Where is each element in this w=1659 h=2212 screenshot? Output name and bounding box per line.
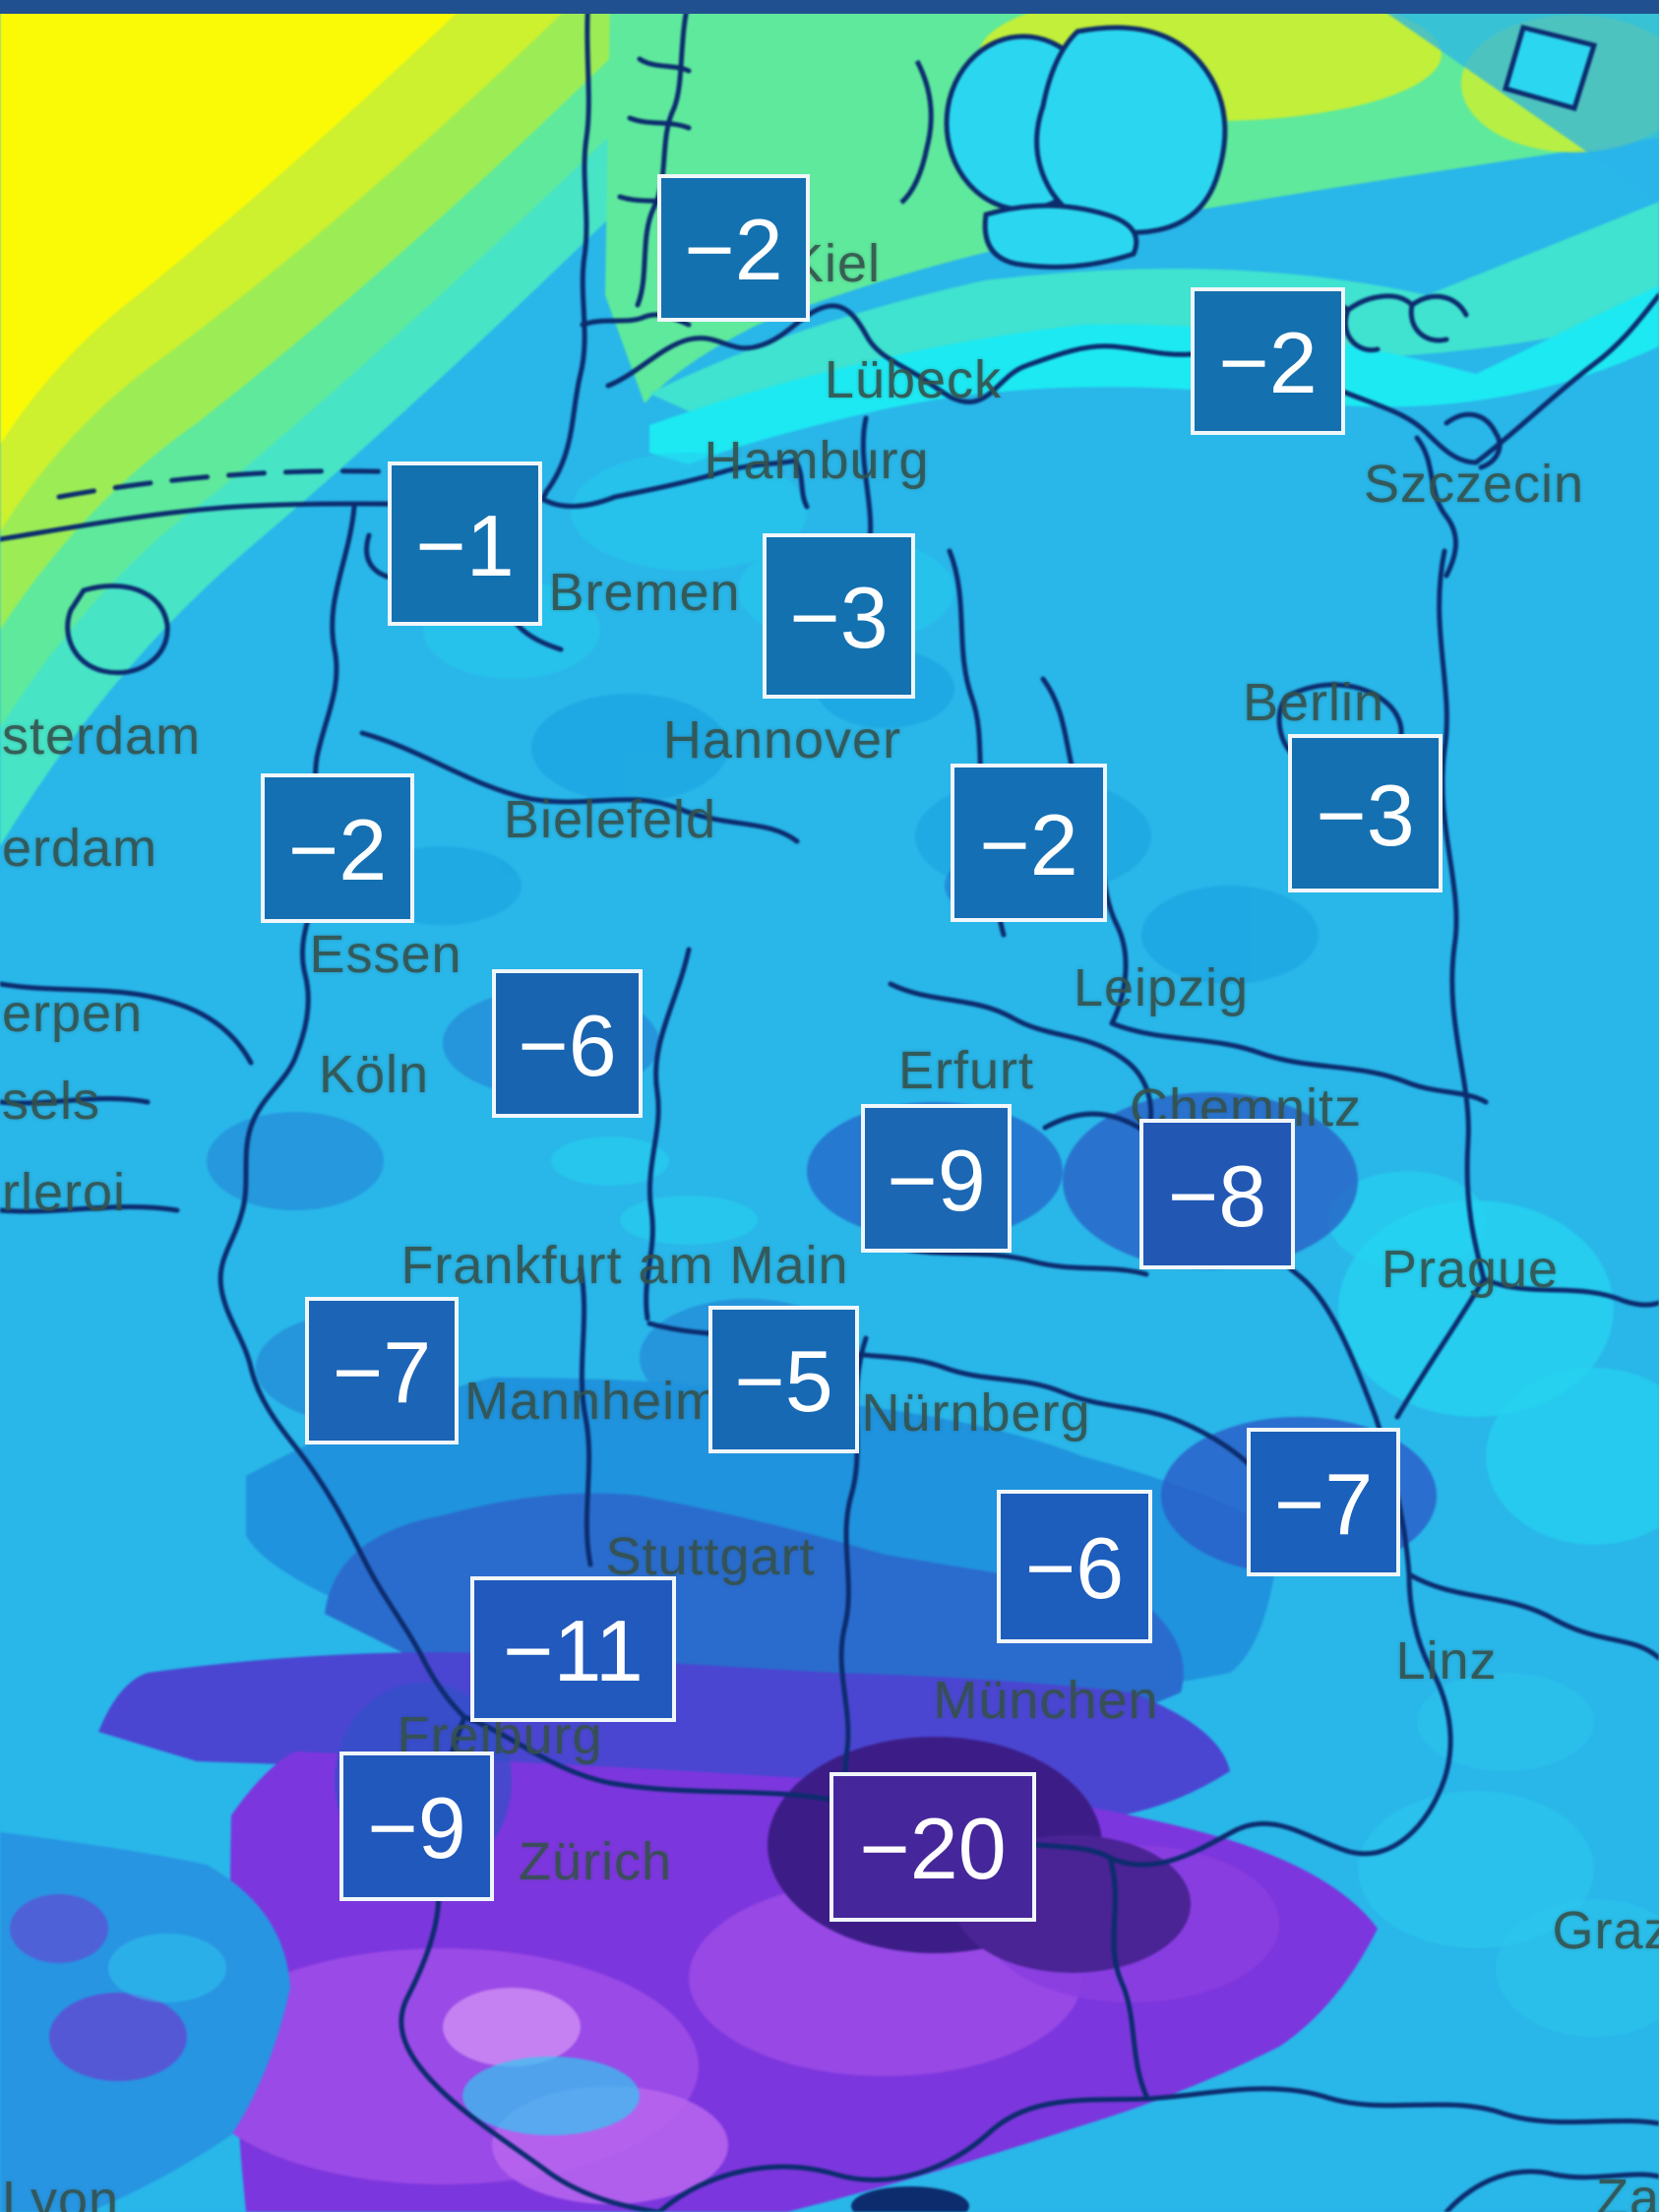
temp-reading-muenchen[interactable]: −6 (997, 1490, 1152, 1643)
city-label-lyon-partial: Lyon (2, 2171, 120, 2212)
city-label-zuerich: Zürich (518, 1832, 673, 1891)
city-label-mannheim: Mannheim (463, 1372, 721, 1431)
city-label-hannover: Hannover (662, 710, 902, 769)
city-label-amsterdam-partial: sterdam (2, 707, 202, 766)
temp-value: −6 (518, 996, 617, 1094)
city-label-prague: Prague (1381, 1240, 1560, 1299)
temp-reading-east-bavaria[interactable]: −7 (1247, 1428, 1400, 1576)
temp-reading-stuttgart[interactable]: −11 (470, 1576, 676, 1722)
city-label-essen: Essen (309, 925, 462, 984)
temp-value: −9 (367, 1779, 466, 1876)
city-label-leipzig: Leipzig (1073, 958, 1250, 1017)
city-label-koeln: Köln (318, 1045, 430, 1104)
temp-reading-rhine-west[interactable]: −7 (305, 1297, 459, 1444)
temp-reading-center-south[interactable]: −5 (708, 1306, 859, 1453)
temp-value: −2 (979, 795, 1078, 893)
temp-value: −8 (1167, 1146, 1267, 1245)
city-label-graz: Graz (1552, 1901, 1659, 1960)
temp-value: −2 (1218, 314, 1318, 411)
city-label-brussels-partial: sels (2, 1072, 101, 1131)
temp-reading-koeln[interactable]: −6 (492, 969, 643, 1118)
city-label-linz: Linz (1395, 1631, 1498, 1690)
lake-south (851, 2186, 969, 2212)
temp-value: −1 (415, 496, 515, 594)
temp-reading-hamburg[interactable]: −3 (763, 533, 915, 699)
temp-reading-baltic-northeast[interactable]: −2 (1191, 287, 1345, 435)
city-label-nuernberg: Nürnberg (861, 1383, 1091, 1443)
city-label-bielefeld: Bielefeld (503, 790, 717, 849)
temp-value: −2 (684, 201, 783, 298)
city-label-charleroi-partial: rleroi (2, 1163, 127, 1222)
city-label-szczecin: Szczecin (1363, 455, 1585, 514)
city-label-zagreb-partial: Za (1596, 2169, 1659, 2212)
city-label-luebeck: Lübeck (824, 350, 1003, 409)
temp-reading-erfurt[interactable]: −9 (861, 1104, 1012, 1253)
temp-reading-chemnitz[interactable]: −8 (1139, 1119, 1295, 1269)
city-label-erfurt: Erfurt (897, 1041, 1035, 1100)
temp-reading-kiel[interactable]: −2 (657, 174, 810, 322)
temp-value: −11 (503, 1602, 644, 1699)
city-label-hamburg: Hamburg (704, 431, 930, 490)
temp-reading-essen[interactable]: −2 (261, 773, 414, 923)
temp-value: −6 (1024, 1519, 1125, 1617)
city-label-berlin: Berlin (1242, 673, 1385, 732)
city-label-frankfurt-am-main: Frankfurt am Main (400, 1236, 849, 1295)
city-label-bremen: Bremen (548, 563, 741, 622)
temp-value: −5 (734, 1332, 833, 1430)
city-label-muenchen: München (933, 1671, 1159, 1730)
city-label-antwerpen-partial: erpen (2, 984, 144, 1043)
temp-value: −3 (789, 569, 889, 666)
temp-reading-berlin[interactable]: −3 (1288, 734, 1443, 892)
temp-value: −2 (287, 801, 388, 898)
top-bar (0, 0, 1659, 14)
temp-value: −7 (1273, 1454, 1374, 1553)
temp-value: −3 (1316, 766, 1415, 864)
temp-value: −7 (332, 1323, 432, 1421)
temp-reading-freiburg[interactable]: −9 (339, 1751, 494, 1901)
temp-reading-alps[interactable]: −20 (830, 1772, 1036, 1922)
city-label-rotterdam-partial: erdam (2, 819, 158, 878)
temp-reading-bremen[interactable]: −1 (388, 461, 542, 626)
temp-value: −9 (887, 1131, 986, 1229)
temp-reading-center[interactable]: −2 (951, 764, 1107, 922)
temp-value: −20 (859, 1800, 1007, 1897)
